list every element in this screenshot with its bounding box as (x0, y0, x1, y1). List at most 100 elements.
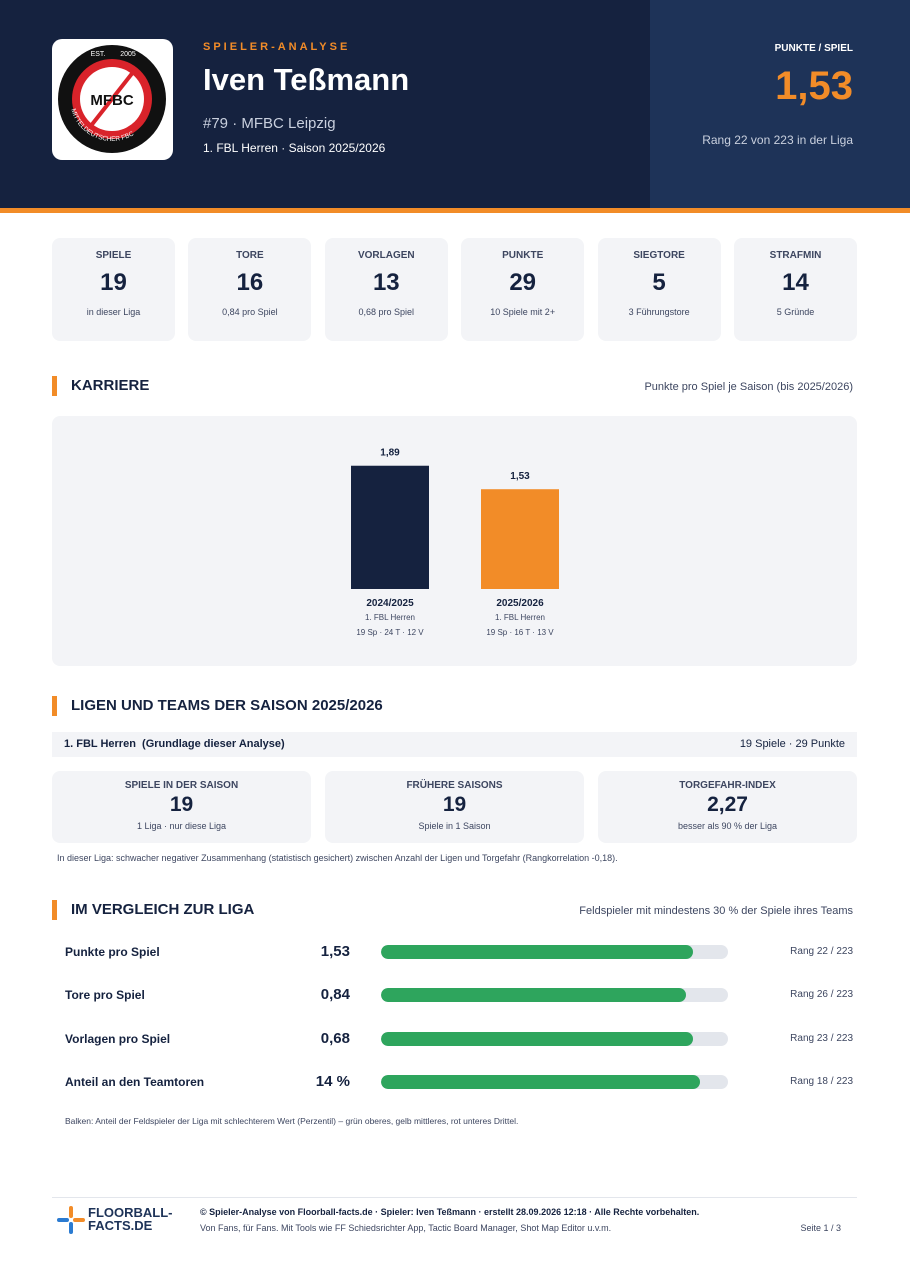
x-tick-label: 2024/2025 (366, 598, 414, 609)
row-rank: Rang 26 / 223 (790, 989, 853, 1001)
stat-card: SPIELE IN DER SAISON 19 1 Liga · nur diese… (52, 771, 311, 843)
career-chart: 1,89 2024/2025 1. FBL Herren 19 Sp · 24 T ·… (351, 448, 559, 637)
footer-icon-svg (57, 1206, 85, 1234)
section-title: LIGEN UND TEAMS DER SAISON 2025/2026 (52, 696, 383, 716)
footer-line1: © Spieler-Analyse von Floorball-facts.de… (200, 1207, 700, 1217)
stat-card: SIEGTORE 5 3 Führungstore (597, 238, 721, 341)
x-tick-league: 1. FBL Herren (495, 613, 545, 622)
footer-line2: Von Fans, für Fans. Mit Tools wie FF Sch… (200, 1223, 612, 1233)
card-label: SPIELE IN DER SAISON (124, 780, 239, 791)
brand-1: FLOORBALL- (88, 1205, 173, 1220)
card-label: FRÜHERE SAISONS (406, 780, 503, 791)
footer-icon (57, 1206, 85, 1234)
league-row-right: 19 Spiele · 29 Punkte (739, 738, 845, 750)
player-league: 1. FBL Herren · Saison 2025/2026 (203, 141, 386, 155)
card-sub: 0,84 pro Spiel (222, 307, 278, 317)
row-rank: Rang 23 / 223 (790, 1032, 853, 1044)
footer-page: Seite 1 / 3 (800, 1223, 841, 1233)
card-sub: Spiele in 1 Saison (418, 821, 491, 831)
card-value: 19 (169, 793, 194, 816)
card-value: 2,27 (707, 793, 748, 816)
footer-brand: FLOORBALL- FACTS.DE (88, 1206, 172, 1232)
card-sub: 1 Liga · nur diese Liga (136, 821, 227, 831)
card-label: TORGEFAHR-INDEX (679, 780, 776, 791)
bar-track (381, 988, 728, 1003)
bar (481, 489, 559, 589)
x-tick-detail: 19 Sp · 24 T · 12 V (356, 628, 424, 637)
card-sub: 5 Gründe (776, 307, 815, 317)
comparison-note: Balken: Anteil der Feldspieler der Liga … (65, 1116, 519, 1126)
card-label: SPIELE (95, 250, 132, 261)
row-rank: Rang 22 / 223 (790, 946, 853, 957)
stat-card: TORGEFAHR-INDEX 2,27 besser als 90 % der L… (598, 771, 857, 843)
card-label: STRAFMIN (769, 250, 822, 261)
bar-track (381, 1031, 728, 1046)
card-value: 13 (372, 269, 400, 296)
card-value: 19 (100, 269, 127, 296)
card-value: 29 (509, 269, 537, 296)
card-sub: 3 Führungstore (628, 307, 690, 317)
league-row: 1. FBL Herren (Grundlage dieser Analyse)… (52, 732, 857, 757)
card-sub: besser als 90 % der Liga (677, 821, 778, 831)
league-row-left: 1. FBL Herren (Grundlage dieser Analyse) (64, 738, 285, 750)
value-label: 1,53 (510, 471, 530, 482)
career-box: 1,89 2024/2025 1. FBL Herren 19 Sp · 24 T ·… (52, 416, 857, 666)
logo-stick (88, 69, 136, 129)
card-value: 5 (652, 269, 666, 296)
row-label: Punkte pro Spiel (65, 945, 160, 959)
bar-track (381, 945, 728, 959)
logo-est: EST. (91, 51, 106, 58)
card-value: 14 (782, 269, 809, 296)
row-value: 0,68 (320, 1029, 350, 1047)
x-tick-label: 2025/2026 (496, 598, 544, 609)
logo-year: 2005 (120, 51, 136, 58)
ppg-rank: Rang 22 von 223 in der Liga (702, 133, 853, 147)
card-value: 19 (442, 793, 467, 816)
stat-card: FRÜHERE SAISONS 19 Spiele in 1 Saison (325, 771, 584, 843)
logo-box: MFBC EST. 2005 MITTELDEUTSCHER FBC (52, 39, 173, 160)
card-sub: 10 Spiele mit 2+ (490, 307, 556, 317)
logo: MFBC EST. 2005 MITTELDEUTSCHER FBC (58, 45, 166, 153)
logo-mark: MFBC (90, 92, 133, 109)
card-label: VORLAGEN (357, 250, 415, 261)
card-label: SIEGTORE (633, 250, 685, 261)
league-note: In dieser Liga: schwacher negativer Zusa… (57, 853, 618, 863)
section-subtitle: Feldspieler mit mindestens 30 % der Spie… (579, 905, 853, 917)
player-name: Iven Teßmann (203, 62, 410, 97)
percentile-bar (381, 1031, 694, 1046)
percentile-bar (381, 988, 687, 1003)
card-label: TORE (236, 250, 264, 261)
percentile-bar (381, 1075, 701, 1090)
row-value: 14 % (315, 1073, 350, 1091)
row-rank: Rang 18 / 223 (790, 1076, 853, 1088)
row-label: Tore pro Spiel (65, 988, 145, 1003)
stat-card: PUNKTE 29 10 Spiele mit 2+ (461, 238, 585, 341)
player-meta: #79 · MFBC Leipzig (203, 115, 336, 132)
bar-track (381, 1075, 728, 1090)
section-subtitle: Punkte pro Spiel je Saison (bis 2025/202… (644, 381, 853, 393)
stat-card: TORE 16 0,84 pro Spiel (188, 238, 312, 341)
x-tick-detail: 19 Sp · 16 T · 13 V (486, 628, 554, 637)
ppg-label: PUNKTE / SPIEL (774, 43, 853, 54)
card-sub: 0,68 pro Spiel (358, 307, 415, 317)
row-label: Anteil an den Teamtoren (65, 1075, 205, 1090)
percentile-bar (381, 945, 694, 959)
x-tick-league: 1. FBL Herren (365, 613, 415, 622)
card-value: 16 (236, 269, 264, 296)
section-title: KARRIERE (52, 376, 149, 396)
row-value: 1,53 (320, 943, 350, 960)
card-sub: in dieser Liga (86, 307, 141, 317)
stat-card: SPIELE 19 in dieser Liga (52, 238, 175, 341)
stat-card: STRAFMIN 14 5 Gründe (734, 238, 857, 341)
row-value: 0,84 (320, 986, 350, 1004)
header-rule (0, 208, 910, 213)
section-title: IM VERGLEICH ZUR LIGA (52, 900, 254, 920)
header-panel (650, 0, 910, 208)
stat-card: VORLAGEN 13 0,68 pro Spiel (324, 238, 448, 341)
kicker: SPIELER-ANALYSE (203, 41, 351, 53)
brand-2: FACTS.DE (88, 1218, 153, 1233)
row-label: Vorlagen pro Spiel (65, 1031, 171, 1046)
bar (351, 465, 429, 589)
ppg-value: 1,53 (775, 64, 853, 108)
